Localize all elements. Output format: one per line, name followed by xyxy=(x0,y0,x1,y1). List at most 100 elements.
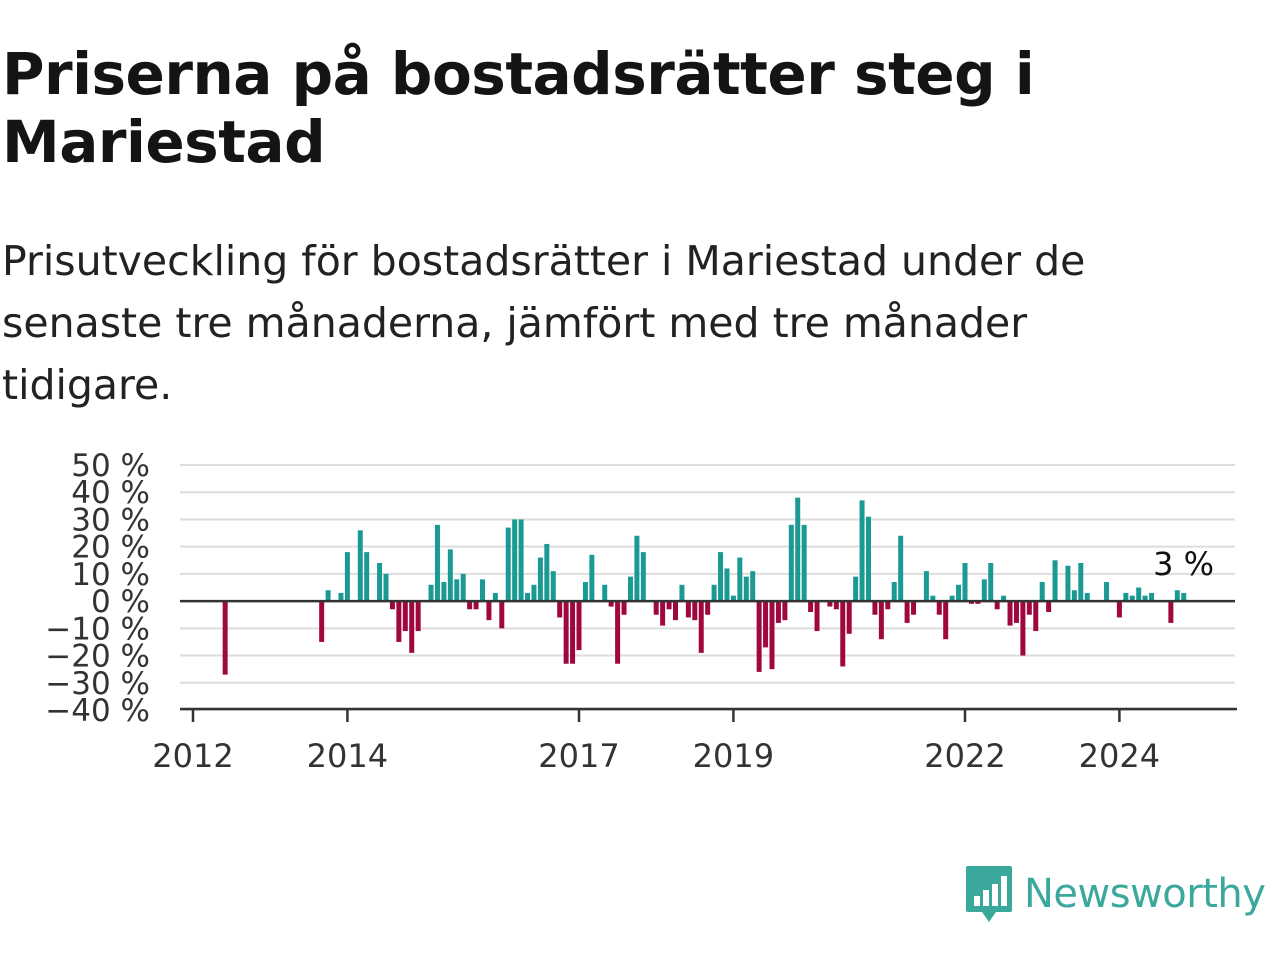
bar xyxy=(1168,601,1174,623)
bar xyxy=(550,571,556,602)
y-tick-label: 0 % xyxy=(91,584,150,620)
bar xyxy=(640,552,646,602)
bar xyxy=(570,601,576,664)
bar xyxy=(833,601,839,610)
bar xyxy=(943,601,949,640)
bar xyxy=(743,576,749,602)
bar xyxy=(949,595,955,602)
x-tick-label: 2014 xyxy=(307,737,388,775)
bar xyxy=(898,535,904,602)
bar xyxy=(782,601,788,621)
bar xyxy=(840,601,846,667)
brand: Newsworthy xyxy=(964,862,1266,926)
y-tick-label: −10 % xyxy=(45,611,150,647)
bar xyxy=(627,576,633,602)
bar xyxy=(518,519,524,602)
bar xyxy=(846,601,852,634)
bar xyxy=(1129,595,1135,602)
bar xyxy=(1071,590,1077,602)
bar xyxy=(344,552,350,602)
y-tick-label: 20 % xyxy=(71,530,150,566)
bar xyxy=(756,601,762,672)
bar xyxy=(1065,565,1071,602)
bar xyxy=(750,571,756,602)
bar xyxy=(1001,595,1007,602)
brand-name: Newsworthy xyxy=(1024,871,1266,917)
bar xyxy=(653,601,659,615)
bar xyxy=(1174,590,1180,602)
bar xyxy=(383,573,389,602)
chart-bars xyxy=(222,497,1187,675)
bar xyxy=(505,527,511,602)
bar xyxy=(563,601,569,664)
bar xyxy=(1052,560,1058,602)
bar xyxy=(872,601,878,615)
bar xyxy=(544,543,550,602)
bar xyxy=(338,592,344,602)
bar xyxy=(994,601,1000,610)
bar xyxy=(724,568,730,602)
bar xyxy=(904,601,910,623)
bar xyxy=(936,601,942,615)
x-tick-label: 2017 xyxy=(538,737,619,775)
x-tick-label: 2019 xyxy=(693,737,774,775)
bar xyxy=(357,530,363,602)
bar xyxy=(814,601,820,632)
bar xyxy=(769,601,775,670)
bar xyxy=(1078,563,1084,602)
bar xyxy=(718,552,724,602)
bar xyxy=(1123,592,1129,602)
bar xyxy=(795,497,801,602)
y-tick-label: −20 % xyxy=(45,639,150,675)
bar xyxy=(364,552,370,602)
bar xyxy=(866,516,871,602)
bar xyxy=(1142,595,1148,602)
bar xyxy=(1149,592,1155,602)
bar xyxy=(480,579,485,602)
bar xyxy=(467,601,473,610)
chart-axes xyxy=(180,599,1237,722)
bar xyxy=(1007,601,1013,626)
bar xyxy=(827,601,833,607)
bar xyxy=(698,601,704,653)
x-tick-label: 2012 xyxy=(152,737,233,775)
bar xyxy=(1104,582,1110,602)
bar xyxy=(557,601,563,618)
bar xyxy=(853,576,859,602)
bar xyxy=(621,601,627,615)
y-tick-label: −40 % xyxy=(45,693,150,729)
bar xyxy=(885,601,891,610)
bar xyxy=(801,524,807,602)
bar xyxy=(673,601,678,621)
bar xyxy=(602,584,608,602)
bar xyxy=(576,601,582,651)
bar xyxy=(531,584,537,602)
bar xyxy=(325,590,331,602)
bar xyxy=(930,595,936,602)
bar xyxy=(486,601,492,621)
bar xyxy=(319,601,325,642)
y-tick-label: −30 % xyxy=(45,666,150,702)
bar xyxy=(402,601,408,632)
y-tick-label: 10 % xyxy=(71,557,150,593)
bar xyxy=(441,582,447,602)
bar xyxy=(615,601,621,664)
bar xyxy=(428,584,434,602)
bar xyxy=(981,579,987,602)
bar xyxy=(711,584,717,602)
bar xyxy=(788,524,794,602)
latest-value-annotation: 3 % xyxy=(1153,545,1214,583)
bar-chart: 50 %40 %30 %20 %10 %0 %−10 %−20 %−30 %−4… xyxy=(45,448,1237,775)
bar xyxy=(679,584,685,602)
bar xyxy=(1020,601,1026,656)
bar xyxy=(582,582,588,602)
bar xyxy=(1013,601,1019,623)
y-tick-label: 30 % xyxy=(71,502,150,538)
bar xyxy=(512,519,518,602)
bar xyxy=(389,601,395,610)
chart-title: Priserna på bostadsrätter steg i Mariest… xyxy=(2,40,1035,176)
bar xyxy=(473,601,479,610)
bar xyxy=(956,584,962,602)
bar xyxy=(454,579,460,602)
bar xyxy=(923,571,929,602)
